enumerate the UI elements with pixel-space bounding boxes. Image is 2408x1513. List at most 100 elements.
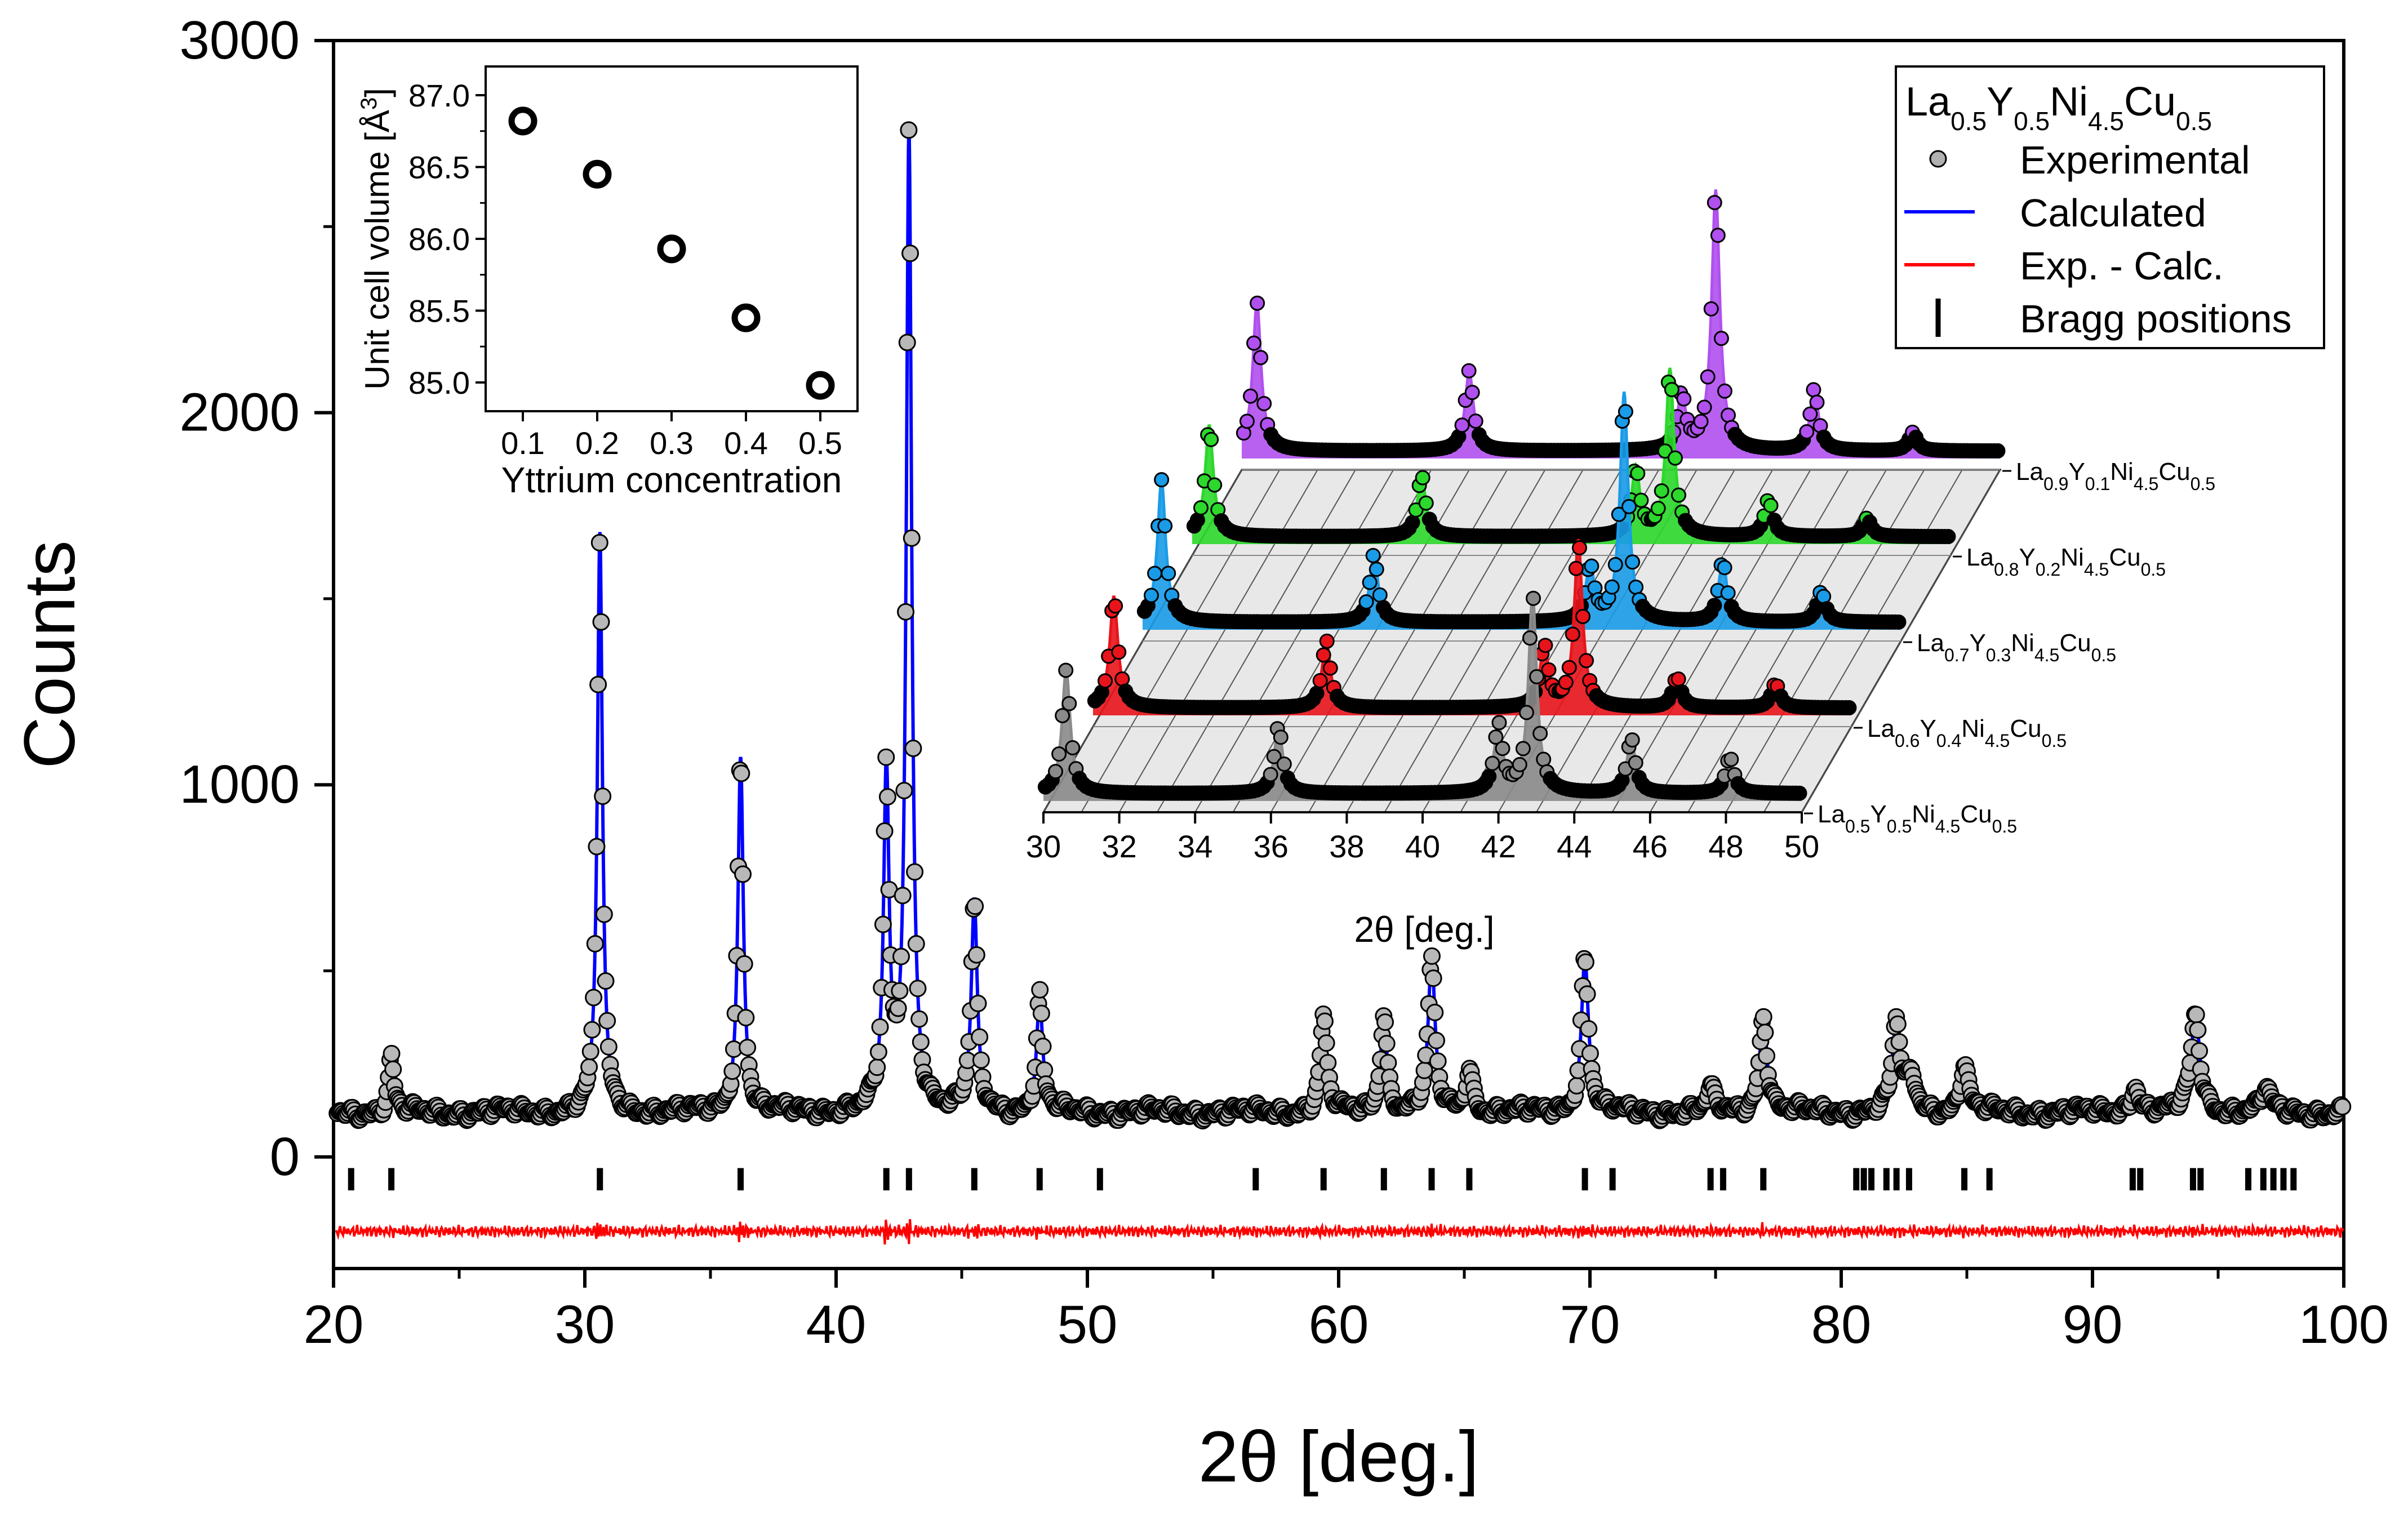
waterfall-point [1571,540,1587,555]
experimental-point [383,1045,401,1063]
waterfall-x-tick-label: 42 [1481,829,1516,864]
legend-entry-label: Experimental [2020,138,2250,182]
experimental-point [891,982,909,1000]
waterfall-point [1365,548,1381,563]
inset-volume-point [806,371,835,400]
experimental-point [897,603,915,621]
y-axis-label: Counts [10,540,90,769]
experimental-point [877,748,895,766]
experimental-point [1031,981,1049,999]
legend-entry-label: Exp. - Calc. [2020,244,2224,288]
experimental-point [1317,1034,1335,1052]
experimental-point [599,1038,617,1056]
waterfall-x-tick-label: 36 [1254,829,1289,864]
inset-y-tick-label: 85.5 [408,293,470,329]
waterfall-point [1720,407,1736,423]
experimental-point [967,946,985,964]
waterfall-point [1372,587,1388,603]
legend-entry-label: Calculated [2020,191,2206,235]
waterfall-x-tick-label: 48 [1708,829,1743,864]
waterfall-point [1418,495,1434,511]
experimental-point [892,947,910,965]
waterfall-point [1461,363,1477,379]
x-tick-label: 70 [1560,1294,1620,1355]
waterfall-point [1495,741,1510,756]
waterfall-point [1481,768,1497,784]
waterfall-point [1536,751,1552,767]
inset-volume-point [731,303,761,332]
experimental-point [585,989,603,1007]
experimental-point [971,1028,989,1046]
experimental-point [1316,1012,1334,1030]
experimental-point [1890,1033,1908,1051]
waterfall-point [1575,608,1591,624]
experimental-point [1423,947,1441,965]
waterfall-point [1263,767,1278,782]
waterfall-point [1792,785,1807,801]
waterfall-point [1667,450,1683,466]
waterfall-x-tick-label: 38 [1329,829,1364,864]
waterfall-series-label: La0.6Y0.4Ni4.5Cu0.5 [1867,715,2067,751]
inset-x-tick-label: 0.5 [798,425,842,461]
waterfall-point [1532,726,1548,741]
waterfall-point [1529,669,1545,684]
experimental-point [900,121,918,139]
waterfall-point [1312,673,1328,688]
experimental-point [906,863,924,881]
waterfall-point [1717,383,1732,399]
waterfall-point [1707,598,1722,613]
experimental-point [735,955,753,973]
waterfall-point [1561,660,1577,675]
experimental-point [734,865,752,883]
waterfall-x-tick-label: 50 [1784,829,1819,864]
experimental-series [328,121,2352,1130]
x-tick-label: 90 [2063,1294,2123,1355]
inset-x-tick-label: 0.1 [501,425,545,461]
experimental-point [598,1012,616,1030]
waterfall-point [1253,350,1269,366]
waterfall-point [1654,483,1669,499]
experimental-point [1756,1024,1774,1042]
waterfall-point [1625,554,1641,570]
waterfall-point [1319,633,1335,649]
experimental-point [590,533,608,551]
waterfall-point [1671,671,1686,687]
waterfall-series-label: La0.5Y0.5Ni4.5Cu0.5 [1818,800,2017,836]
experimental-point [592,613,610,631]
experimental-point [723,1062,741,1080]
waterfall-point [1940,528,1956,544]
inset-volume-point [583,159,612,189]
waterfall-point [1628,755,1643,771]
waterfall-point [1098,673,1113,689]
waterfall-point [1161,566,1176,581]
waterfall-point [1841,700,1857,715]
y-tick-label: 0 [270,1127,300,1187]
waterfall-point [1246,335,1262,351]
waterfall-point [1671,487,1686,503]
experimental-point [2191,1042,2209,1060]
experimental-point [732,764,750,782]
experimental-point [1319,1054,1337,1072]
waterfall-point [1048,764,1064,780]
experimental-point [1379,1054,1397,1072]
waterfall-point [1358,594,1374,609]
experimental-point [907,935,925,953]
x-tick-label: 30 [555,1294,615,1355]
experimental-point [1378,1035,1396,1053]
y-tick-label: 2000 [179,382,300,443]
experimental-point [910,1010,928,1028]
bragg-positions [348,1168,2297,1191]
experimental-point [1424,969,1442,987]
experimental-point [876,822,894,840]
waterfall-point [1316,647,1331,663]
experimental-point [1754,1008,1772,1026]
experimental-point [912,1033,930,1051]
waterfall-point [1309,686,1325,701]
experimental-point [895,781,913,799]
experimental-point [737,1009,755,1027]
experimental-point [1427,1031,1445,1049]
x-axis-label: 2θ [deg.] [1198,1417,1479,1497]
inset-y-tick-label: 86.0 [408,221,470,257]
experimental-point [969,994,987,1012]
x-tick-label: 20 [304,1294,364,1355]
